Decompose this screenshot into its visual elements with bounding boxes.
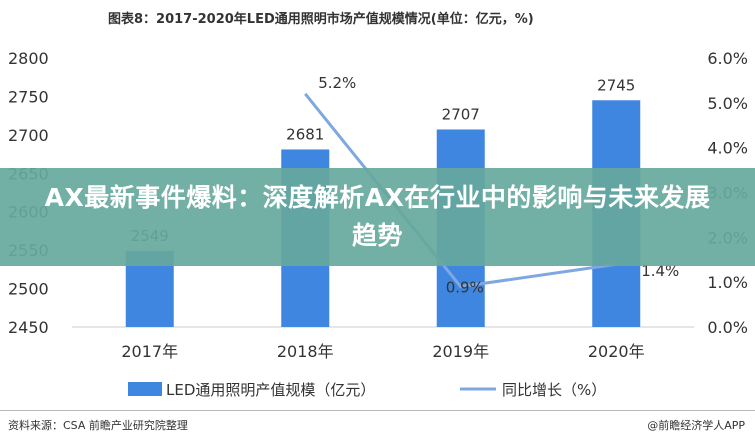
legend-line-label: 同比增长（%） (502, 381, 606, 399)
brand-label: @前瞻经济学人APP (647, 419, 745, 432)
left-tick-label: 2700 (8, 126, 49, 145)
growth-line (304, 92, 617, 289)
bar-value-label: 2745 (597, 76, 635, 94)
right-tick-label: 1.0% (707, 273, 748, 292)
x-tick-label: 2019年 (432, 342, 489, 361)
left-tick-label: 2500 (8, 280, 49, 299)
x-tick-label: 2018年 (277, 342, 334, 361)
headline-banner: AX最新事件爆料：深度解析AX在行业中的影响与未来发展趋势 (0, 168, 755, 266)
line-labels: 5.2% 0.9% 1.4% (318, 74, 679, 297)
legend: LED通用照明产值规模（亿元） 同比增长（%） (128, 381, 606, 399)
headline-text: AX最新事件爆料：深度解析AX在行业中的影响与未来发展趋势 (44, 183, 711, 250)
right-tick-label: 4.0% (707, 139, 748, 158)
left-tick-label: 2450 (8, 318, 49, 337)
x-tick-label: 2020年 (588, 342, 645, 361)
legend-bar-swatch (128, 382, 162, 396)
legend-bar-label: LED通用照明产值规模（亿元） (166, 381, 375, 399)
line-value-label: 1.4% (641, 262, 679, 280)
bar-value-label: 2681 (286, 125, 324, 143)
chart-title: 图表8：2017-2020年LED通用照明市场产值规模情况(单位：亿元，%) (108, 12, 534, 27)
right-tick-label: 5.0% (707, 94, 748, 113)
line-value-label: 0.9% (446, 279, 484, 297)
x-tick-label: 2017年 (121, 342, 178, 361)
footer-divider (0, 410, 755, 411)
left-tick-label: 2800 (8, 49, 49, 68)
bar-value-label: 2707 (442, 105, 480, 123)
right-tick-label: 0.0% (707, 318, 748, 337)
x-axis-ticks: 2017年 2018年 2019年 2020年 (121, 342, 644, 361)
left-tick-label: 2750 (8, 87, 49, 106)
right-tick-label: 6.0% (707, 49, 748, 68)
source-note: 资料来源：CSA 前瞻产业研究院整理 (8, 419, 188, 432)
line-value-label: 5.2% (318, 74, 356, 92)
line-series (304, 92, 617, 289)
